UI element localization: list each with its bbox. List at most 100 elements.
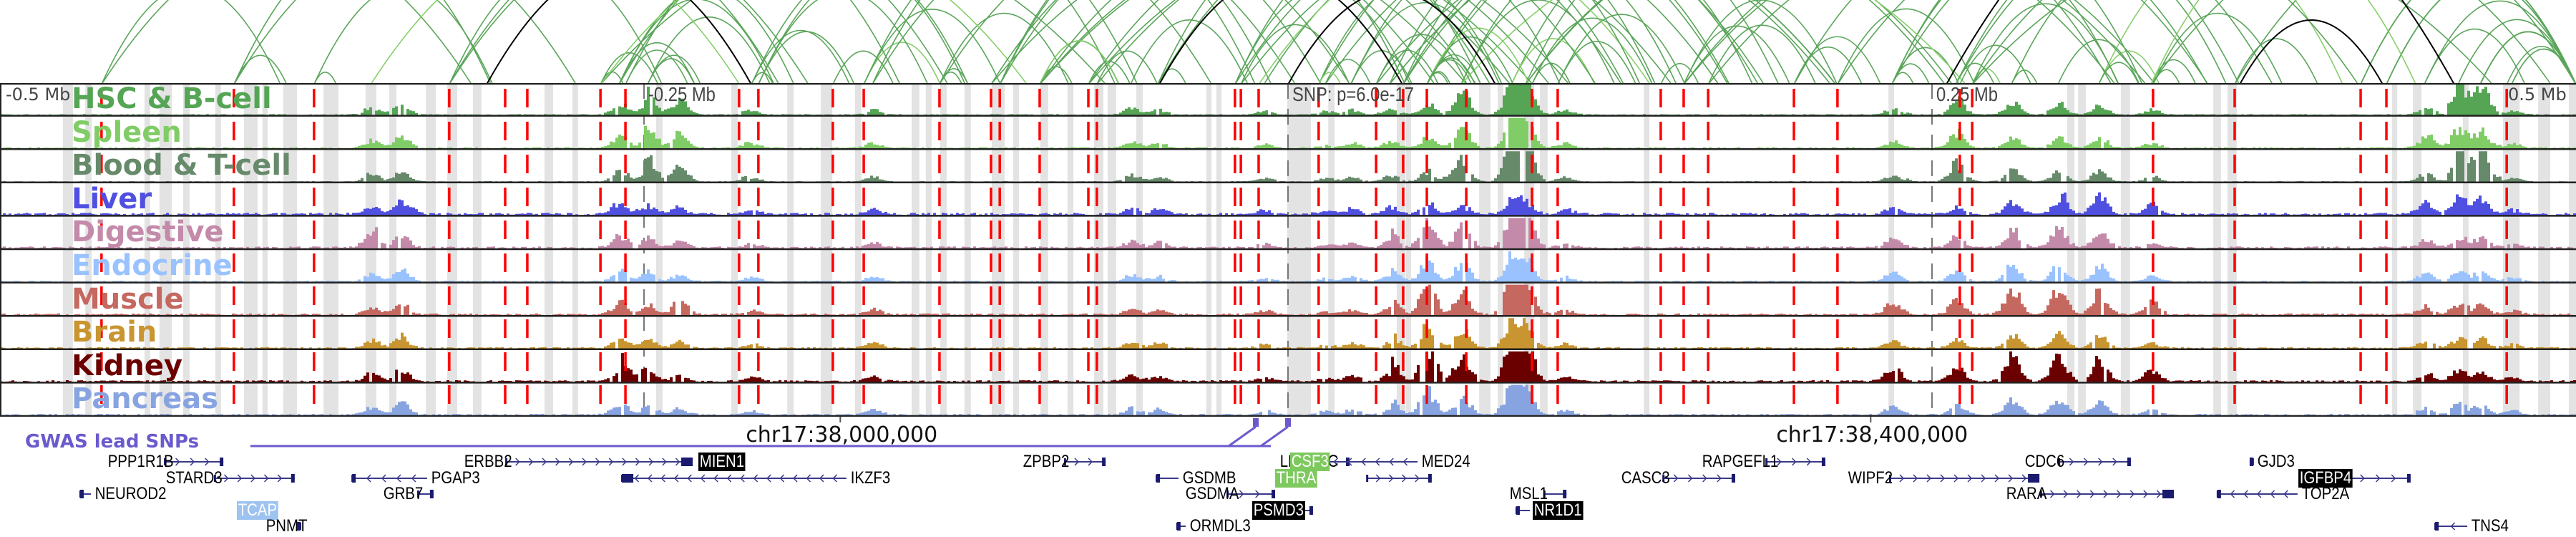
loop-arc [233, 0, 492, 84]
gene-exon [2058, 458, 2061, 465]
gwas-snp-marker [1285, 418, 1291, 427]
loop-arc [313, 0, 494, 84]
strand-arrow [713, 474, 718, 483]
strand-arrow [1673, 474, 1679, 483]
loop-arc [1375, 34, 1468, 84]
axis-label: SNP: p=6.0e-17 [1292, 83, 1415, 105]
loop-arc [1426, 0, 1730, 84]
loop-arc [863, 9, 1001, 84]
loop-arc [1683, 25, 1791, 84]
loop-arc [1460, 0, 1966, 84]
gene-label: PGAP3 [431, 468, 480, 488]
strand-arrow [1981, 474, 1986, 483]
gene-exon [2162, 490, 2175, 498]
strand-arrow [1074, 458, 1080, 466]
strand-arrow [582, 458, 587, 466]
gene-model [1366, 474, 1432, 483]
gene-exon [297, 522, 301, 531]
gene-label: IKZF3 [850, 468, 891, 488]
loop-arc [370, 0, 741, 84]
strand-arrow [1375, 458, 1380, 466]
signal-area [0, 384, 2576, 415]
gene-exon [1731, 474, 1735, 483]
gene-label: GRB7 [384, 484, 424, 503]
gene-model [2249, 458, 2254, 466]
gene-label: TOP2A [2301, 484, 2350, 503]
gene-label: GJD3 [2257, 452, 2295, 471]
loop-arc [1460, 0, 1677, 84]
gene-label: MIEN1 [698, 452, 746, 471]
strand-arrow [2098, 458, 2103, 466]
gene-exon [291, 474, 295, 483]
gene-model [1156, 474, 1179, 483]
loop-arc [1426, 27, 1531, 84]
gwas-snp-connector [1260, 425, 1289, 448]
signal-track [0, 384, 2576, 415]
strand-arrow [1255, 490, 1260, 498]
gene-model [505, 458, 693, 466]
gene-model [1226, 490, 1275, 498]
loop-arc [2511, 48, 2576, 84]
strand-arrow [237, 474, 243, 483]
loop-arc [999, 0, 1322, 84]
loop-arc [1511, 38, 1596, 84]
strand-arrow [2360, 474, 2365, 483]
strand-arrow [2077, 490, 2082, 498]
strand-arrow [793, 474, 798, 483]
loop-arc [1157, 68, 1187, 84]
loop-arc [1971, 3, 2119, 84]
strand-arrow [2243, 490, 2248, 498]
gene-model [79, 490, 92, 498]
signal-track [0, 218, 2576, 248]
gene-exon [1063, 458, 1066, 465]
strand-arrow [1389, 458, 1394, 466]
signal-area [0, 117, 2576, 149]
loop-arc [1426, 59, 1473, 84]
gene-exon [1563, 490, 1567, 498]
loop-arc [1375, 49, 1439, 84]
loop-arc [1891, 47, 1960, 84]
strand-arrow [608, 458, 614, 466]
loop-arc [2424, 29, 2526, 84]
loop-arc-highlight [2239, 19, 2384, 84]
loop-arc [2457, 19, 2576, 84]
signal-track [0, 251, 2576, 282]
gene-exon [79, 490, 84, 498]
gene-exon [681, 458, 693, 466]
strand-arrow [1402, 458, 1408, 466]
strand-arrow [779, 474, 785, 483]
chromosome-position-label: chr17:38,400,000 [1776, 422, 1968, 448]
strand-arrow [1702, 474, 1707, 483]
signal-track [0, 84, 2576, 115]
loop-arc [647, 16, 771, 84]
strand-arrow [190, 458, 195, 466]
strand-arrow [2112, 458, 2117, 466]
strand-arrow [2021, 474, 2027, 483]
gene-exon [1428, 474, 1432, 483]
loop-arc [101, 0, 281, 84]
loop-arc [1324, 59, 1372, 84]
loop-arc [1793, 36, 1882, 84]
signal-track [0, 284, 2576, 316]
strand-arrow [542, 458, 547, 466]
gene-exon [1272, 490, 1275, 498]
loop-arc [1683, 0, 2147, 84]
strand-arrow [1806, 458, 1812, 466]
gene-label: GSDMA [1185, 484, 1239, 503]
gene-model [2058, 458, 2131, 466]
loop-arc [1088, 61, 1131, 84]
strand-arrow [528, 458, 534, 466]
strand-arrow [1239, 490, 1244, 498]
gene-exon [2127, 458, 2131, 466]
loop-arc [1683, 0, 2116, 84]
loop-arc [1130, 19, 1249, 84]
strand-arrow [1913, 474, 1918, 483]
gene-exon [2217, 490, 2221, 498]
loop-arc [1707, 24, 1817, 84]
strand-arrow [1940, 474, 1946, 483]
gene-exon [164, 458, 167, 465]
loop-arc [1793, 0, 2112, 84]
gene-exon [1176, 522, 1181, 531]
strand-arrow [1899, 474, 1905, 483]
strand-arrow [806, 474, 811, 483]
